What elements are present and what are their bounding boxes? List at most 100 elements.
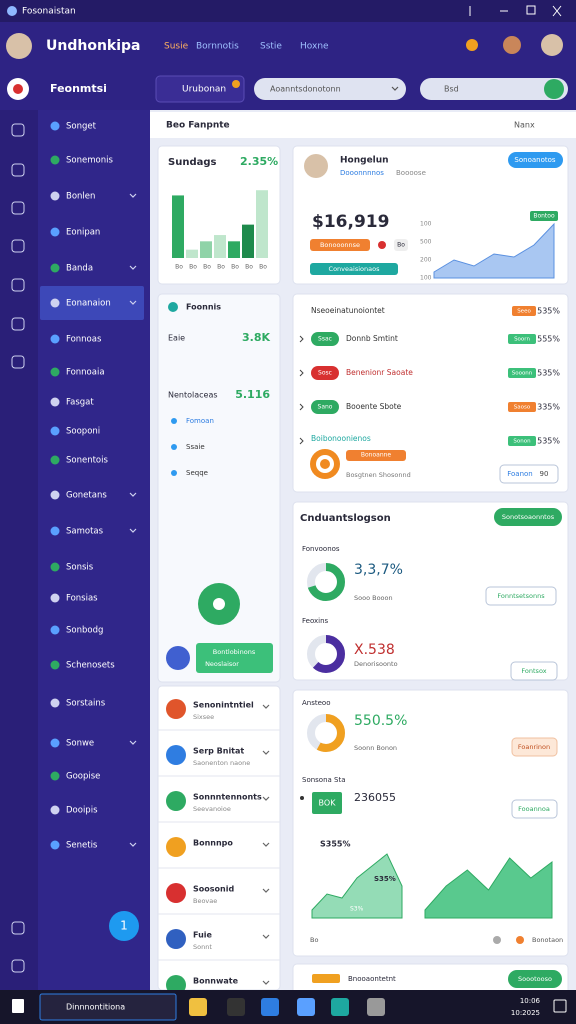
sidebar-item[interactable]: Samotas	[66, 527, 104, 537]
chevron	[262, 934, 270, 939]
rail-icon[interactable]	[11, 317, 25, 331]
item-icon	[50, 593, 60, 603]
dropdown[interactable]	[254, 78, 406, 100]
rail-icon[interactable]	[11, 163, 25, 177]
item-icon	[50, 298, 60, 308]
label: Ansteoo	[302, 699, 331, 707]
icon	[300, 796, 304, 800]
sidebar-item[interactable]: Fonnoaia	[66, 368, 105, 378]
donut-segment	[307, 635, 345, 673]
taskbar-app[interactable]	[261, 998, 279, 1016]
label: Bo	[310, 936, 318, 944]
sidebar-item[interactable]: Sorstains	[66, 699, 106, 709]
sidebar-item[interactable]: Eonanaion	[66, 299, 111, 309]
sidebar-item[interactable]: Schenosets	[66, 661, 115, 671]
chevron	[129, 740, 137, 745]
label: Sonsona Sta	[302, 776, 346, 784]
sidebar-item[interactable]: Dooipis	[66, 806, 98, 816]
window-control[interactable]	[552, 5, 562, 17]
label: 2.35%	[240, 155, 278, 168]
taskbar-app[interactable]	[331, 998, 349, 1016]
list-icon	[166, 883, 186, 903]
sidebar-item[interactable]: Gonetans	[66, 491, 107, 501]
search[interactable]	[420, 78, 568, 100]
chevron	[262, 980, 270, 985]
avatar	[304, 154, 328, 178]
label: Bontoo	[533, 213, 555, 220]
label[interactable]: Nanx	[514, 121, 535, 130]
button[interactable]	[508, 970, 562, 988]
taskbar-search[interactable]	[39, 993, 177, 1021]
sidebar-item[interactable]: Bonlen	[66, 192, 95, 202]
label: Ssac	[318, 336, 332, 343]
button[interactable]	[485, 586, 557, 606]
taskbar-app[interactable]	[367, 998, 385, 1016]
button[interactable]	[499, 464, 559, 484]
pill	[311, 400, 339, 414]
label: 100	[420, 221, 432, 228]
label: 335%	[537, 403, 560, 412]
rail-icon[interactable]	[11, 278, 25, 292]
fab-label[interactable]: 1	[120, 919, 128, 933]
area	[433, 222, 555, 279]
window-control[interactable]	[526, 5, 536, 15]
sidebar-item[interactable]: Fonsias	[66, 594, 98, 604]
search-button	[544, 79, 564, 99]
nav-link[interactable]: Sstie	[260, 42, 282, 52]
button[interactable]	[508, 152, 563, 168]
sidebar-item[interactable]: Fonnoas	[66, 335, 102, 345]
nav-link[interactable]: Susie	[164, 42, 189, 52]
rail-icon[interactable]	[11, 959, 25, 973]
icon	[320, 459, 330, 469]
rail-icon[interactable]	[11, 123, 25, 137]
icon	[13, 84, 23, 94]
item-icon	[50, 526, 60, 536]
box	[508, 368, 536, 378]
box	[530, 211, 558, 221]
list-icon	[166, 699, 186, 719]
sidebar-item[interactable]: Sonentois	[66, 456, 108, 466]
rail-icon[interactable]	[11, 921, 25, 935]
icon	[516, 936, 524, 944]
chevron	[129, 492, 137, 497]
button[interactable]	[494, 508, 562, 526]
sidebar-item[interactable]: Songet	[66, 122, 97, 132]
label: Fonntsetsonns	[497, 592, 545, 600]
sidebar-item[interactable]: Banda	[66, 264, 93, 274]
chevron	[262, 704, 270, 709]
sidebar-item[interactable]: Sonbodg	[66, 626, 103, 636]
label[interactable]: Ssaie	[186, 443, 205, 451]
sidebar-item[interactable]: Sonwe	[66, 739, 94, 749]
taskbar-app[interactable]	[227, 998, 245, 1016]
tab[interactable]	[155, 75, 245, 103]
nav-link[interactable]: Bornnotis	[196, 42, 239, 52]
rail-icon[interactable]	[11, 201, 25, 215]
label[interactable]: Seqqe	[186, 469, 208, 477]
sidebar	[38, 110, 150, 990]
taskbar-app[interactable]	[297, 998, 315, 1016]
button[interactable]	[511, 737, 558, 757]
label: Soorn	[514, 337, 530, 343]
rail-icon[interactable]	[11, 355, 25, 369]
button[interactable]	[510, 661, 558, 681]
sidebar-item[interactable]: Sooponi	[66, 427, 100, 437]
nav-link[interactable]: Hoxne	[300, 42, 329, 52]
sidebar-item[interactable]: Fasgat	[66, 398, 94, 408]
sidebar-item[interactable]: Sonsis	[66, 563, 94, 573]
icon-rail	[0, 110, 38, 990]
taskbar-app[interactable]	[189, 998, 207, 1016]
start-button[interactable]	[12, 999, 24, 1013]
list-icon	[166, 791, 186, 811]
sidebar-item[interactable]: Goopise	[66, 772, 100, 782]
amount: $16,919	[312, 212, 389, 232]
sidebar-item[interactable]: Senetis	[66, 841, 98, 851]
rail-icon[interactable]	[11, 239, 25, 253]
sidebar-item[interactable]: Eonipan	[66, 228, 100, 238]
sidebar-item[interactable]: Sonemonis	[66, 156, 113, 166]
notifications[interactable]	[553, 999, 567, 1013]
label: Foonnis	[186, 303, 221, 312]
label: Bo	[217, 264, 225, 271]
label[interactable]: Fomoan	[186, 417, 214, 425]
button[interactable]	[511, 799, 558, 819]
